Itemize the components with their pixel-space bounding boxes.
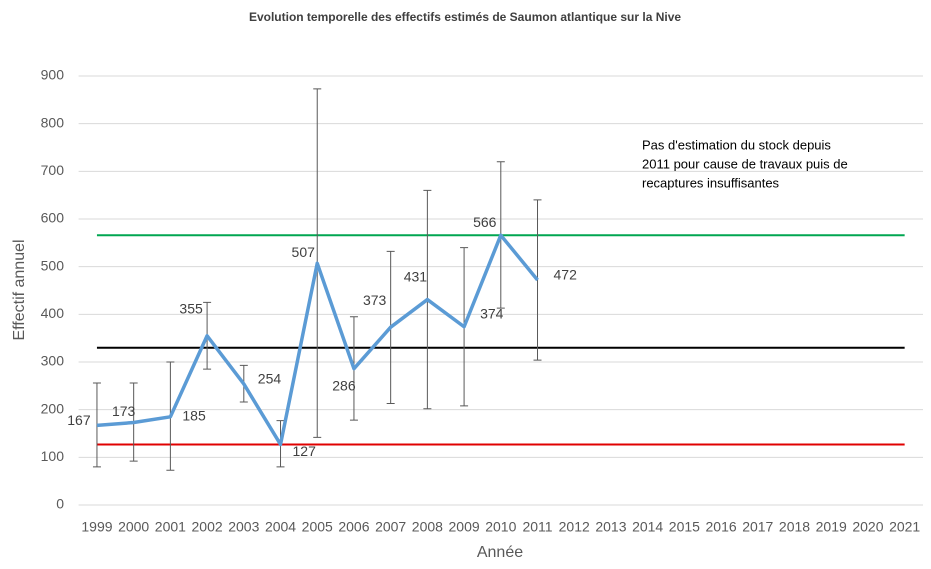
data-label: 167 <box>67 412 91 428</box>
x-tick-label: 2006 <box>338 519 369 535</box>
x-tick-label: 2010 <box>485 519 516 535</box>
x-tick-label: 2020 <box>852 519 883 535</box>
x-tick-label: 2008 <box>412 519 443 535</box>
x-tick-label: 2013 <box>595 519 626 535</box>
x-tick-label: 2017 <box>742 519 773 535</box>
y-tick-label: 200 <box>41 400 65 416</box>
x-tick-label: 2007 <box>375 519 406 535</box>
y-tick-label: 100 <box>41 448 65 464</box>
x-tick-label: 2001 <box>155 519 186 535</box>
data-label: 254 <box>258 371 282 387</box>
x-tick-label: 1999 <box>81 519 112 535</box>
y-tick-label: 500 <box>41 257 65 273</box>
y-tick-label: 800 <box>41 114 65 130</box>
annotation: recaptures insuffisantes <box>642 175 780 190</box>
x-tick-label: 2014 <box>632 519 663 535</box>
x-tick-label: 2004 <box>265 519 296 535</box>
x-tick-label: 2012 <box>559 519 590 535</box>
data-label: 127 <box>293 443 317 459</box>
x-tick-label: 2002 <box>192 519 223 535</box>
data-label: 173 <box>112 403 136 419</box>
y-axis-label: Effectif annuel <box>11 239 28 340</box>
x-tick-label: 2015 <box>669 519 700 535</box>
data-label: 373 <box>363 292 387 308</box>
x-axis-label: Année <box>477 544 523 561</box>
data-label: 374 <box>480 305 504 321</box>
annotation: 2011 pour cause de travaux puis de <box>642 156 848 171</box>
data-label: 472 <box>554 267 578 283</box>
x-tick-label: 2005 <box>302 519 333 535</box>
data-label: 185 <box>182 408 206 424</box>
annotation: Pas d'estimation du stock depuis <box>642 137 831 152</box>
x-tick-label: 2000 <box>118 519 149 535</box>
data-label: 566 <box>473 214 497 230</box>
x-tick-label: 2018 <box>779 519 810 535</box>
x-tick-label: 2021 <box>889 519 920 535</box>
y-tick-label: 300 <box>41 353 65 369</box>
data-label: 507 <box>292 244 316 260</box>
chart-title: Evolution temporelle des effectifs estim… <box>249 10 681 24</box>
data-label: 286 <box>332 377 356 393</box>
data-label: 431 <box>404 268 428 284</box>
x-tick-label: 2011 <box>522 519 552 535</box>
x-tick-label: 2003 <box>228 519 259 535</box>
x-tick-label: 2019 <box>816 519 847 535</box>
y-tick-label: 0 <box>56 496 64 512</box>
x-tick-label: 2016 <box>706 519 737 535</box>
data-label: 355 <box>179 300 203 316</box>
y-tick-label: 900 <box>41 67 65 83</box>
x-tick-label: 2009 <box>449 519 480 535</box>
y-tick-label: 600 <box>41 210 65 226</box>
y-tick-label: 700 <box>41 162 65 178</box>
y-tick-label: 400 <box>41 305 65 321</box>
data-line <box>96 233 539 447</box>
